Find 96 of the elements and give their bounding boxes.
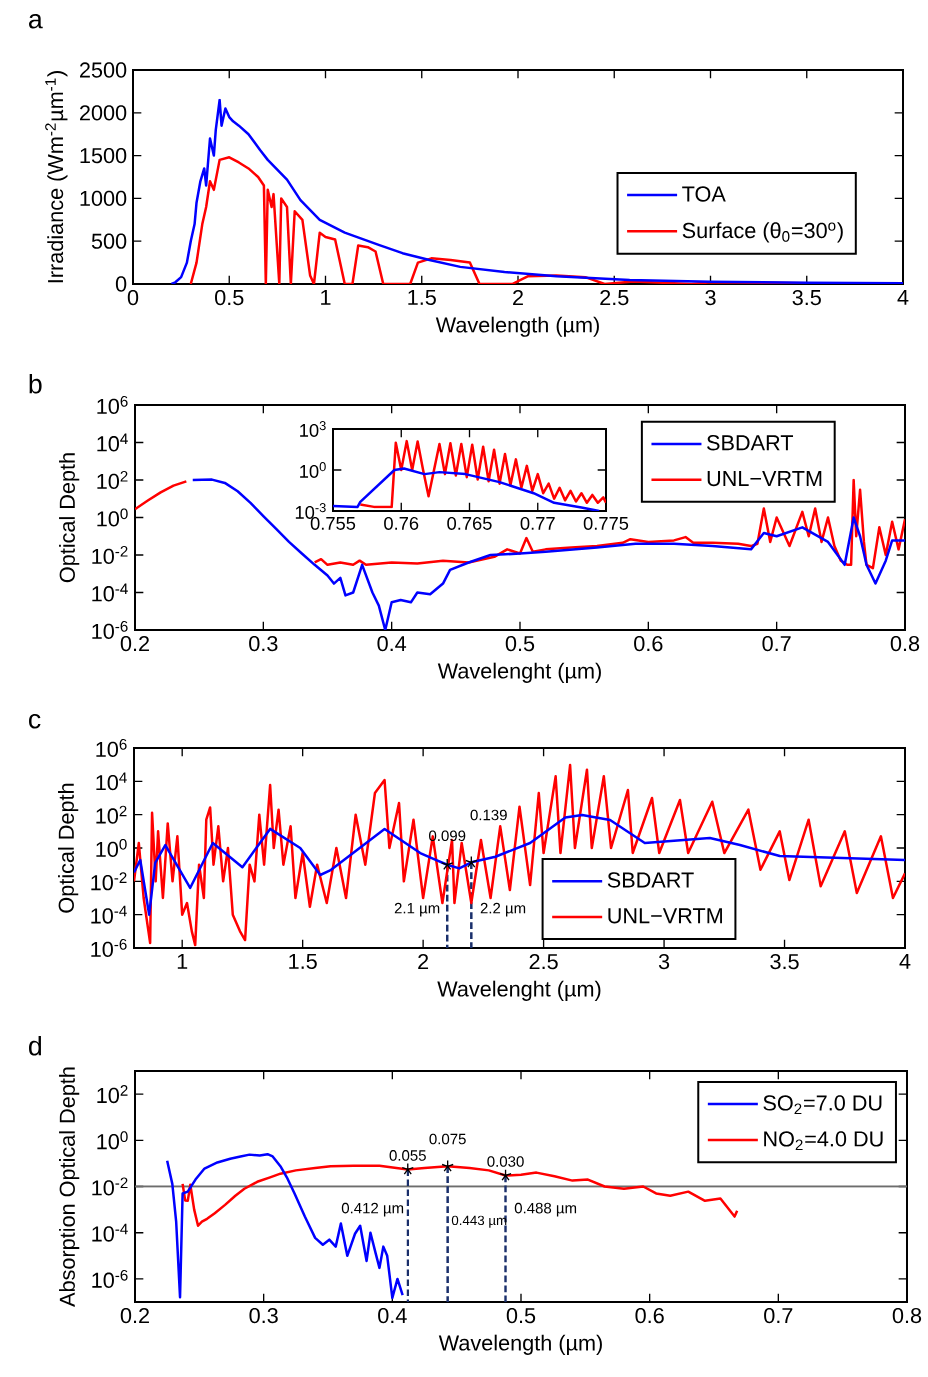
y-tick-label: 10$^{2}$ (97, 1085, 128, 1104)
y-axis-title: Irradiance (Wm$^{-2}$µm$^{-1}$) (45, 71, 68, 283)
y-tick-label: 10$^{6}$ (96, 738, 127, 758)
x-tick-label: 3 (705, 289, 716, 306)
x-tick-label: 0.8 (890, 635, 920, 652)
annotation: 2.2 µm (480, 902, 526, 917)
x-tick-label: 0.755 (310, 516, 356, 530)
y-tick-label: 10$^{6}$ (97, 395, 128, 415)
x-tick-label: 0.775 (583, 516, 629, 530)
y-tick-label: 10$^{-4}$ (92, 583, 129, 602)
y-tick-label: 0 (116, 276, 127, 292)
y-tick-label: 10$^{2}$ (96, 805, 127, 824)
y-tick-label: 10$^{0}$ (97, 1131, 128, 1150)
y-tick-label: 10$^{3}$ (300, 421, 326, 437)
chart-title: c (29, 713, 41, 729)
annotation: 0.443 µm (452, 1215, 507, 1228)
x-tick-label: 4 (899, 953, 911, 969)
x-tick-label: 0.6 (635, 1307, 664, 1324)
annotation: 0.099 (429, 830, 466, 842)
y-tick-label: 10$^{4}$ (96, 772, 128, 791)
x-axis-title: Wavelength (µm) (436, 316, 600, 337)
y-axis-title: Absorption Optical Depth (59, 1067, 80, 1307)
x-tick-label: 1.5 (408, 289, 437, 306)
annotation: 0.412 µm (342, 1202, 404, 1217)
y-tick-label: 1000 (80, 190, 127, 207)
y-axis-title: Optical Depth (58, 783, 79, 913)
x-tick-label: 0.3 (249, 1307, 278, 1324)
legend-label: SBDART (707, 435, 794, 451)
x-tick-label: 0.4 (378, 1307, 407, 1324)
y-tick-label: 2000 (80, 105, 127, 121)
y-tick-label: 10$^{0}$ (97, 508, 128, 527)
x-tick-label: 1 (178, 953, 188, 969)
legend-label: TOA (682, 186, 726, 202)
chart-title: b (29, 373, 42, 394)
y-tick-label: 10$^{-2}$ (91, 872, 127, 891)
x-tick-label: 2.5 (600, 289, 629, 306)
y-tick-label: 10$^{4}$ (97, 433, 129, 452)
line-series (333, 467, 601, 512)
y-tick-label: 10$^{2}$ (97, 470, 128, 490)
x-tick-label: 0.7 (762, 635, 791, 652)
line-series (359, 439, 607, 509)
y-tick-label: 500 (92, 233, 127, 249)
x-axis-title: Wavelenght (µm) (438, 662, 602, 683)
y-tick-label: 10$^{-6}$ (91, 938, 127, 958)
annotation: 0.139 (470, 809, 508, 821)
x-tick-label: 2.5 (529, 953, 558, 970)
legend-label: UNL−VRTM (707, 471, 822, 487)
y-axis-title: Optical Depth (59, 453, 80, 583)
x-tick-label: 2 (513, 289, 524, 306)
annotation: 0.488 µm (515, 1202, 577, 1217)
y-tick-label: 10$^{0}$ (96, 838, 127, 858)
annotation: 2.1 µm (395, 902, 440, 917)
x-tick-label: 4 (897, 289, 909, 305)
x-tick-label: 0.5 (506, 1307, 536, 1324)
x-axis-title: Wavelenght (µm) (437, 980, 601, 1001)
x-tick-label: 2 (418, 953, 429, 970)
y-tick-label: 10$^{-2}$ (92, 545, 128, 565)
y-tick-label: 1500 (80, 147, 127, 164)
chart-title: a (29, 13, 43, 29)
y-tick-label: 2500 (80, 62, 127, 78)
x-axis-title: Wavelength (µm) (439, 1334, 603, 1355)
x-tick-label: 0.7 (764, 1307, 793, 1324)
x-tick-label: 0.76 (384, 516, 419, 530)
point (499, 1168, 512, 1181)
point (401, 1162, 415, 1175)
annotation: 0.075 (429, 1133, 466, 1145)
legend-label: UNL−VRTM (608, 908, 723, 924)
x-tick-label: 0.77 (520, 516, 555, 530)
chart-title: d (29, 1035, 42, 1056)
x-tick-label: 0.8 (892, 1307, 922, 1324)
x-tick-label: 0.765 (447, 516, 492, 530)
annotation: 0.055 (389, 1150, 427, 1161)
line-series (170, 98, 904, 284)
annotation: 0.030 (487, 1156, 524, 1167)
x-tick-label: 0.5 (505, 635, 535, 652)
legend-label: SBDART (607, 872, 694, 888)
x-tick-label: 0.6 (634, 635, 663, 652)
y-tick-label: 10$^{-4}$ (92, 1223, 129, 1242)
y-tick-label: 10$^{-4}$ (91, 905, 128, 924)
legend-label: NO$_{2}$=4.0 DU (764, 1131, 883, 1151)
x-tick-label: 1.5 (289, 953, 317, 970)
y-tick-label: 10$^{-6}$ (92, 1269, 128, 1288)
x-tick-label: 0.2 (120, 1307, 150, 1324)
point (441, 1159, 455, 1172)
y-tick-label: 10$^{0}$ (300, 462, 326, 478)
x-tick-label: 1 (321, 289, 331, 305)
x-tick-label: 0.4 (377, 635, 407, 652)
x-tick-label: 3 (659, 953, 670, 970)
x-tick-label: 3.5 (792, 289, 822, 306)
x-tick-label: 0.3 (249, 635, 278, 652)
x-tick-label: 3.5 (770, 953, 799, 970)
y-tick-label: 10$^{-2}$ (92, 1177, 128, 1196)
line-series (134, 763, 906, 947)
x-tick-label: 0.5 (215, 289, 244, 306)
legend-label: SO$_{2}$=7.0 DU (763, 1095, 882, 1115)
legend-label: Surface (θ$_{0}$=30$^{o}$) (682, 222, 843, 243)
